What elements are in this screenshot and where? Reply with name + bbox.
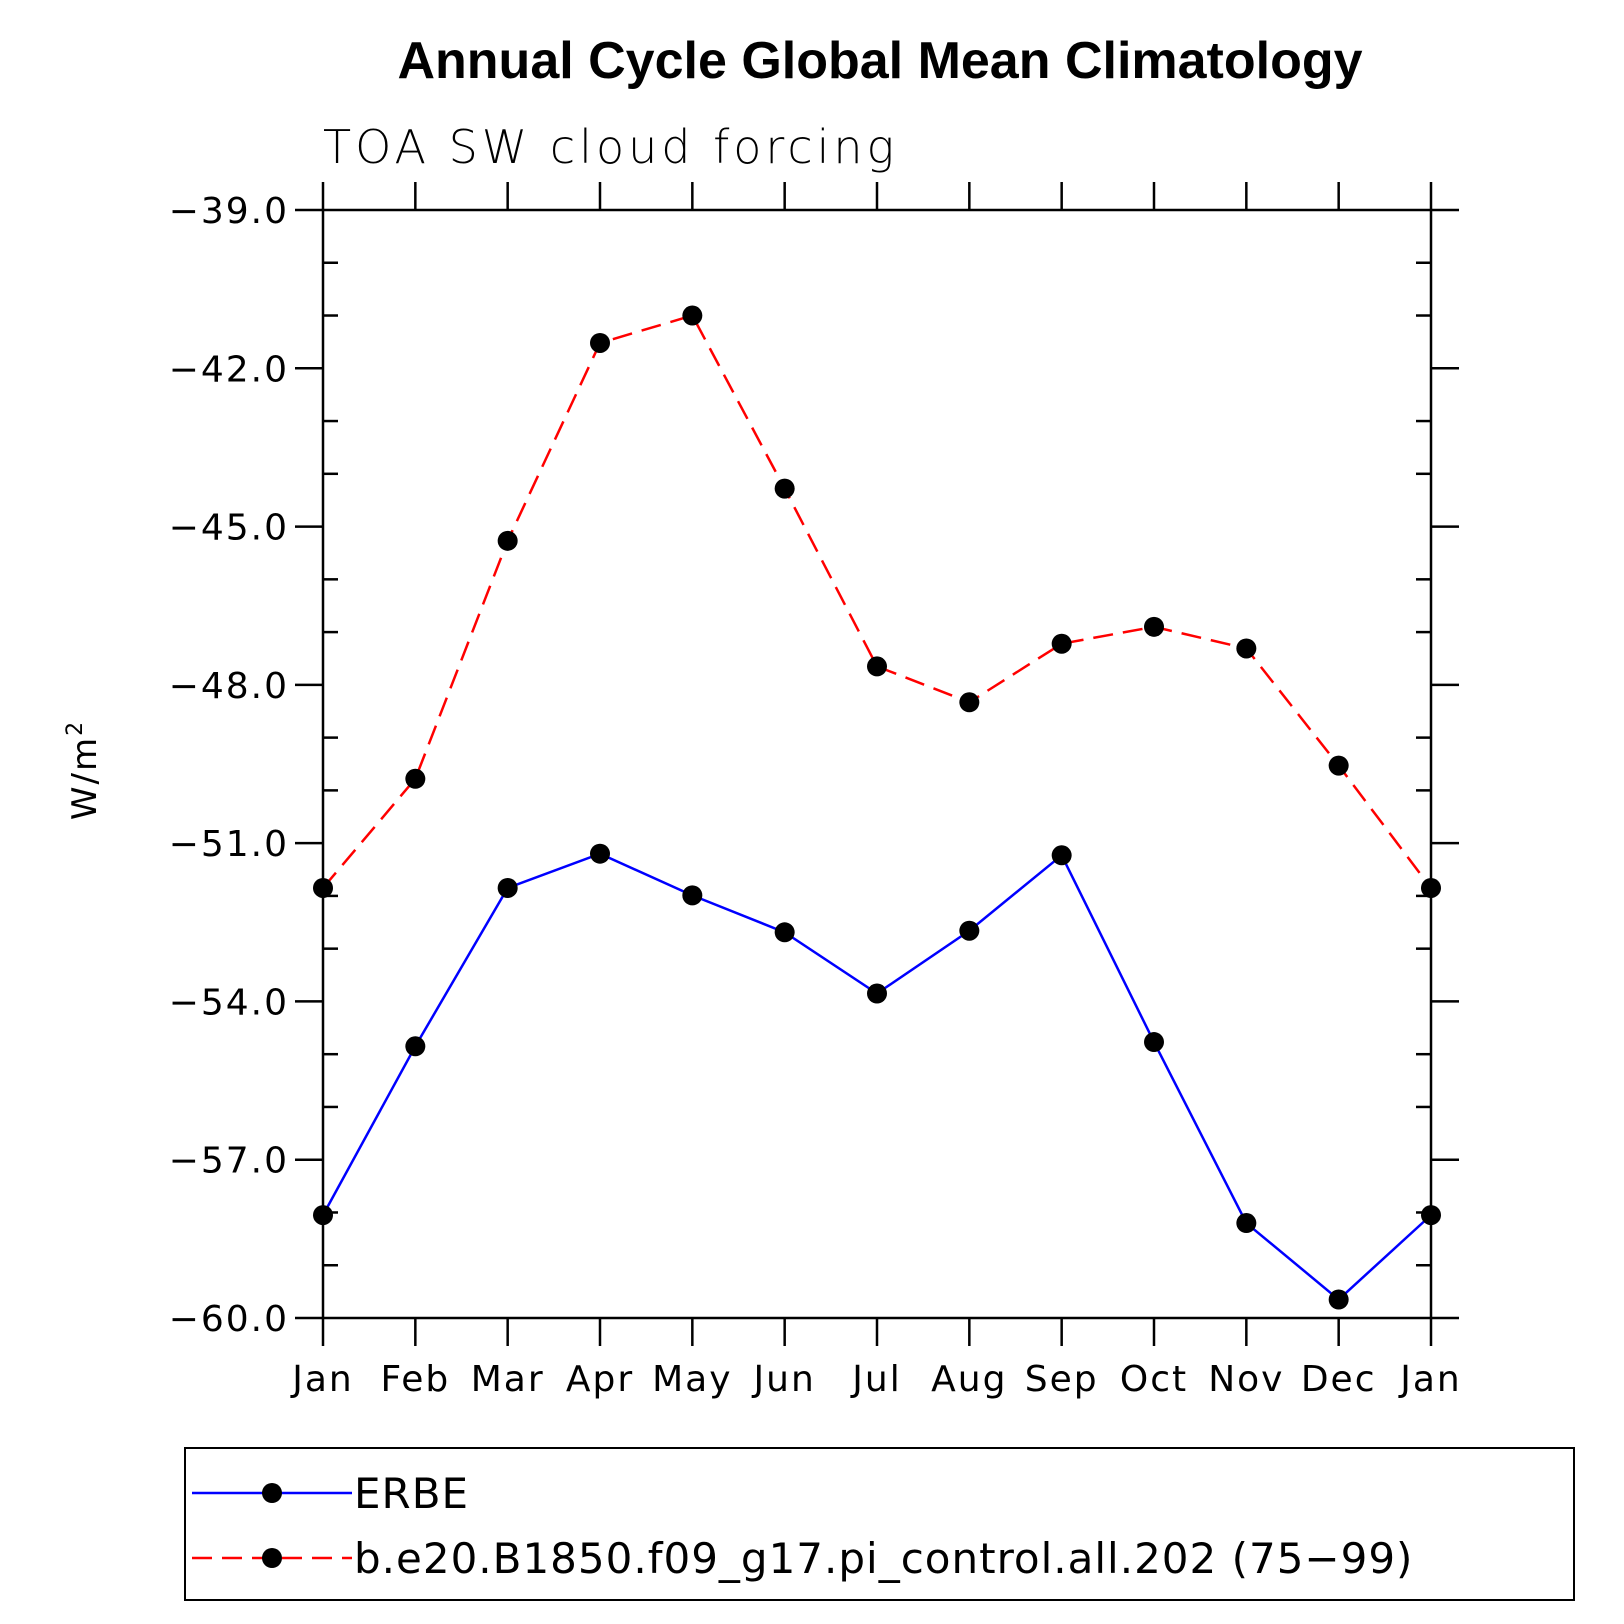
legend-marker: [262, 1548, 282, 1568]
legend-box: [184, 1447, 1575, 1601]
series-layer: [313, 305, 1441, 1310]
data-point: [1051, 845, 1072, 866]
data-point: [867, 983, 887, 1004]
x-tick-label: May: [652, 1359, 732, 1400]
data-point: [1328, 755, 1349, 776]
y-tick-label: −57.0: [169, 1141, 289, 1182]
data-point: [1236, 638, 1257, 659]
chart-subtitle: TOA SW cloud forcing: [323, 120, 898, 174]
data-point: [1421, 1205, 1441, 1226]
x-tick-label: Aug: [931, 1359, 1007, 1400]
data-point: [959, 692, 980, 713]
data-point: [1421, 877, 1441, 898]
data-point: [1328, 1289, 1349, 1310]
data-point: [313, 1205, 333, 1226]
series-line-1: [321, 852, 1432, 1302]
data-point: [1144, 1032, 1164, 1053]
y-tick-label: −39.0: [169, 191, 289, 232]
data-point: [1144, 616, 1164, 637]
plot-frame: [321, 208, 1433, 1320]
data-point: [497, 877, 518, 898]
data-point: [774, 922, 795, 943]
data-point: [867, 656, 887, 677]
data-point: [774, 478, 795, 499]
axes: −39.0 −42.0 −45.0 −48.0 −51.0 −54.0 −57.0 −60.0…: [169, 182, 1462, 1400]
x-tick-label: Dec: [1301, 1359, 1377, 1400]
x-tick-label: Oct: [1120, 1359, 1188, 1400]
chart-title: Annual Cycle Global Mean Climatology: [397, 32, 1362, 90]
data-point: [313, 877, 333, 898]
y-tick-label: −48.0: [169, 666, 289, 707]
data-point: [405, 768, 426, 789]
data-point: [959, 920, 980, 941]
y-tick-label: −42.0: [169, 349, 289, 390]
data-point: [590, 332, 610, 353]
data-point: [1051, 633, 1072, 654]
x-tick-label: Jun: [752, 1359, 816, 1400]
x-tick-label: Apr: [566, 1359, 634, 1400]
x-tick-label: Feb: [380, 1359, 450, 1400]
y-tick-label: −60.0: [169, 1299, 289, 1340]
legend-label-2: b.e20.B1850.f09_g17.pi_control.all.202 (…: [354, 1534, 1413, 1583]
y-tick-label: −51.0: [169, 824, 289, 865]
y-tick-label: −45.0: [169, 508, 289, 549]
data-point: [682, 305, 703, 326]
y-axis-label: W/m2: [63, 720, 105, 820]
x-tick-label: Mar: [471, 1359, 545, 1400]
series-line-2: [322, 314, 1432, 889]
data-point: [497, 530, 518, 551]
data-point: [682, 885, 703, 906]
data-point: [590, 843, 610, 864]
y-tick-label: −54.0: [169, 982, 289, 1023]
legend-label-1: ERBE: [354, 1469, 469, 1518]
x-tick-label: Nov: [1208, 1359, 1284, 1400]
x-tick-label: Jan: [290, 1359, 354, 1400]
legend: ERBE b.e20.B1850.f09_g17.pi_control.all.2…: [184, 1447, 1575, 1601]
x-tick-label: Jul: [850, 1359, 901, 1400]
x-tick-label: Jan: [1398, 1359, 1462, 1400]
data-point: [1236, 1213, 1257, 1234]
y-axis-label-superscript: 2: [63, 720, 88, 736]
x-tick-label: Sep: [1025, 1359, 1099, 1400]
data-point: [405, 1036, 426, 1057]
legend-marker: [262, 1483, 282, 1503]
